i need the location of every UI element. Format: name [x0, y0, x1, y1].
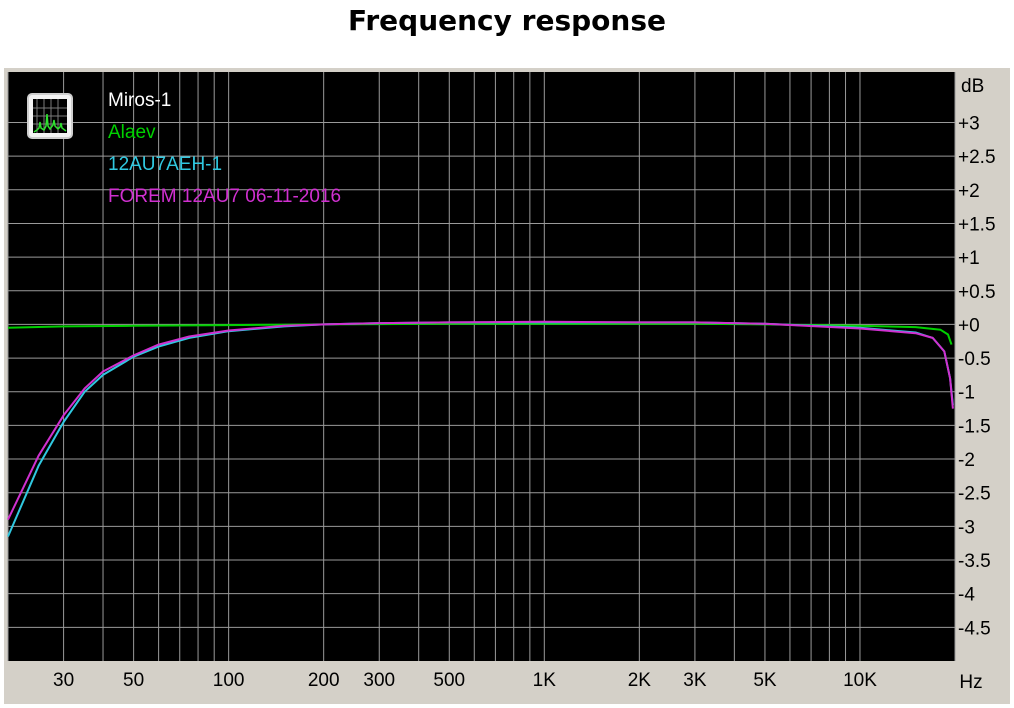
y-tick-label: -4: [958, 585, 975, 606]
y-tick-label: -4.5: [958, 618, 991, 639]
x-tick-label: 50: [123, 670, 144, 691]
chart-title: Frequency response: [348, 4, 666, 37]
legend-entry-4: FOREM 12AU7 06-11-2016: [108, 186, 341, 207]
x-tick-label: 1K: [533, 670, 557, 691]
x-tick-label: 3K: [683, 670, 707, 691]
x-tick-label: 200: [308, 670, 340, 691]
y-tick-label: +1.5: [958, 214, 996, 235]
x-tick-label: 5K: [753, 670, 777, 691]
plot-area: [8, 72, 955, 661]
y-tick-label: +1: [958, 248, 980, 269]
y-tick-label: +2.5: [958, 147, 996, 168]
series-line-2: [7, 322, 953, 345]
x-tick-label: 300: [363, 670, 395, 691]
y-tick-label: +0.5: [958, 282, 996, 303]
x-axis-label: Hz: [959, 672, 982, 693]
chart-frame: Miros-1 Alaev 12AU7AEH-1 FOREM 12AU7 06-11-…: [4, 68, 1010, 704]
x-tick-label: 30: [53, 670, 74, 691]
y-tick-label: +2: [958, 181, 980, 202]
legend-entry-2: Alaev: [108, 122, 156, 143]
y-tick-label: -1: [958, 383, 975, 404]
y-tick-label: -3.5: [958, 551, 991, 572]
y-tick-label: -2: [958, 450, 975, 471]
x-axis: 30 50 100 200 300 500 1K 2K 3K 5K 10K Hz: [53, 670, 983, 693]
frequency-response-chart: Miros-1 Alaev 12AU7AEH-1 FOREM 12AU7 06-11-…: [7, 72, 996, 693]
x-tick-label: 10K: [843, 670, 877, 691]
spectrum-analyzer-icon: [27, 93, 73, 139]
x-tick-label: 2K: [628, 670, 652, 691]
legend-entry-1: Miros-1: [108, 90, 171, 111]
y-tick-label: -0.5: [958, 349, 991, 370]
y-tick-label: +3: [958, 113, 980, 134]
series-line-4: [7, 320, 954, 521]
y-tick-label: -3: [958, 517, 975, 538]
x-tick-label: 500: [433, 670, 465, 691]
y-tick-label: -1.5: [958, 416, 991, 437]
y-axis-label: dB: [961, 76, 984, 97]
series-curves: [7, 320, 954, 537]
y-axis: dB +3 +2.5 +2 +1.5 +1 +0.5 +0 -0.5 -1 -1.5 -2 -2.5 -3…: [958, 76, 996, 639]
legend: Miros-1 Alaev 12AU7AEH-1 FOREM 12AU7 06-11-…: [108, 90, 341, 207]
y-tick-label: -2.5: [958, 484, 991, 505]
y-tick-label: +0: [958, 315, 980, 336]
legend-entry-3: 12AU7AEH-1: [108, 154, 222, 175]
x-tick-label: 100: [213, 670, 245, 691]
